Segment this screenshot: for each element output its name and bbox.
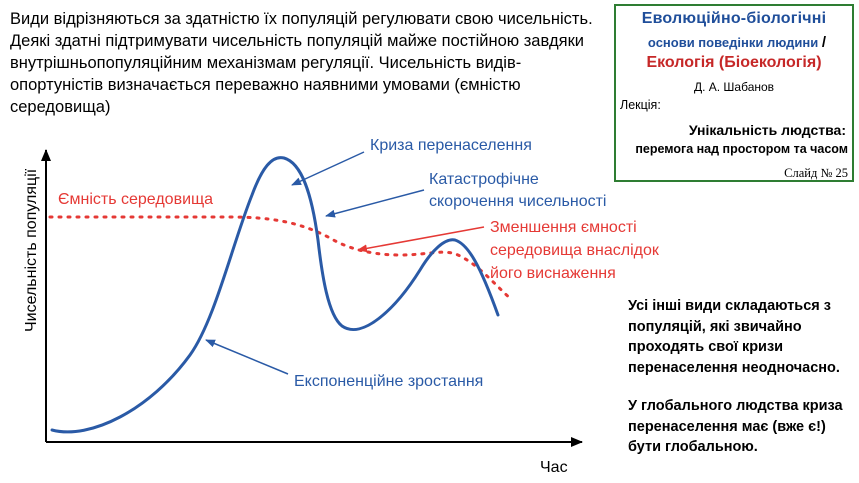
depletion-label-line2: середовища внаслідок: [490, 242, 660, 259]
depletion-arrow: [357, 226, 485, 253]
slide-number: Слайд № 25: [784, 166, 848, 180]
lecture-label: Лекція:: [620, 98, 661, 112]
lecture-title-box: Еволюційно-біологічні основи поведінки л…: [614, 4, 854, 182]
capacity-label: Ємність середовища: [58, 191, 213, 208]
crisis-label: Криза перенаселення: [370, 137, 532, 154]
collapse-label-line1: Катастрофічне: [429, 171, 539, 188]
crisis-arrow: [291, 151, 365, 186]
course-title: Еволюційно-біологічні: [641, 10, 827, 27]
side-note-global-crisis: У глобального людства криза перенаселенн…: [628, 398, 843, 455]
y-axis-label: Чисельність популяції: [23, 168, 40, 332]
course-subtitle: основи поведінки людини /: [626, 34, 848, 51]
collapse-arrow: [325, 189, 425, 218]
growth-arrow: [205, 339, 289, 375]
intro-text: Види відрізняються за здатністю їх попул…: [10, 10, 593, 116]
x-axis-label: Час: [540, 459, 568, 476]
author: Д. А. Шабанов: [693, 80, 775, 94]
collapse-label-line2: скорочення чисельності: [429, 193, 606, 210]
depletion-label-line3: його виснаження: [490, 265, 616, 282]
depletion-label-line1: Зменшення ємності: [490, 219, 637, 236]
course-alt-title: Екологія (Біоекологія): [646, 54, 822, 71]
capacity-line: [48, 215, 514, 302]
side-note-async-crises: Усі інші види складаються з популяцій, я…: [628, 298, 840, 376]
lecture-title: Унікальність людства:: [688, 122, 846, 138]
lecture-subtitle: перемога над простором та часом: [635, 142, 848, 156]
growth-label: Експоненційне зростання: [294, 373, 483, 390]
course-subtitle-text: основи поведінки людини: [647, 35, 819, 50]
title-slash: /: [821, 34, 827, 51]
population-curve: [50, 156, 500, 434]
